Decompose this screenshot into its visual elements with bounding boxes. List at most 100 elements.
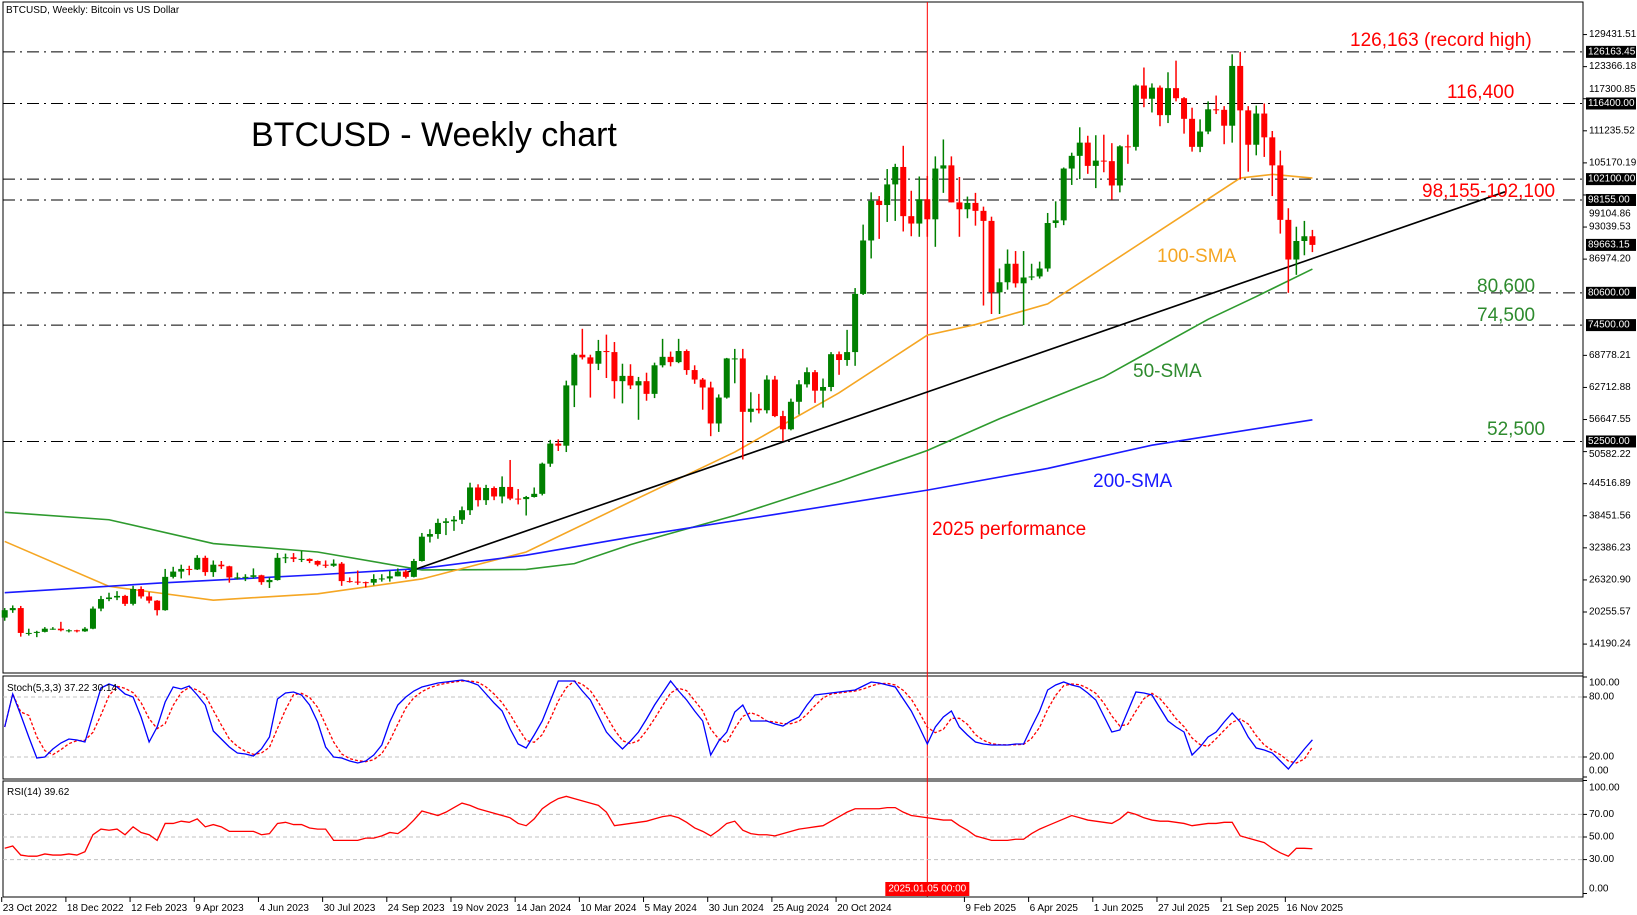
level-price-badge: 116400.00 (1588, 98, 1635, 109)
candle-body (715, 397, 722, 424)
date-tick-label: 9 Apr 2023 (195, 903, 244, 914)
candle-body (820, 386, 827, 391)
annotation-80600: 80,600 (1477, 276, 1535, 297)
date-tick-label: 6 Apr 2025 (1030, 903, 1079, 914)
candle (787, 398, 794, 431)
trendline (405, 191, 1506, 574)
candle (643, 372, 650, 401)
candle-body (25, 632, 32, 634)
candle (322, 560, 329, 568)
candle-body (274, 557, 281, 581)
level-price-badge: 98155.00 (1588, 194, 1630, 205)
price-tick-label: 38451.56 (1589, 510, 1631, 521)
candle (1189, 107, 1196, 152)
stoch-tick-label: 20.00 (1589, 752, 1614, 763)
candle-body (531, 493, 538, 497)
candle (1020, 251, 1027, 326)
stoch-tick-label: 0.00 (1589, 766, 1609, 777)
candle-body (707, 387, 714, 424)
price-tick-label: 117300.85 (1589, 84, 1636, 95)
candle (81, 627, 88, 632)
candle (691, 365, 698, 384)
candle-body (723, 358, 730, 398)
candle (1012, 251, 1019, 288)
sma-line-100-sma (4, 173, 1313, 601)
candle (836, 351, 843, 375)
candle (378, 574, 385, 582)
chart-header-title: BTCUSD, Weekly: Bitcoin vs US Dollar (6, 5, 180, 16)
candle (146, 592, 153, 604)
candle (1132, 84, 1139, 151)
candle-body (394, 571, 401, 577)
candle-body (130, 589, 137, 604)
candle (763, 375, 770, 414)
candle (170, 566, 177, 579)
candle (346, 577, 353, 583)
candle-body (803, 372, 810, 385)
candle-body (563, 385, 570, 446)
annotation-200-sma: 200-SMA (1093, 471, 1173, 492)
candle (394, 568, 401, 577)
rsi-tick-label: 50.00 (1589, 832, 1614, 843)
candle (651, 362, 658, 399)
price-tick-label: 129431.51 (1589, 29, 1637, 40)
candle-body (675, 351, 682, 363)
candle (507, 459, 514, 501)
candle-body (916, 199, 923, 224)
candle-body (1132, 85, 1139, 147)
candle-body (940, 165, 947, 169)
candle (1293, 226, 1300, 275)
candle-body (643, 381, 650, 394)
price-tick-label: 14190.24 (1589, 639, 1631, 650)
candle (41, 627, 48, 633)
date-tick-label: 30 Jun 2024 (709, 903, 764, 914)
candle-body (9, 608, 16, 611)
candle (298, 550, 305, 563)
candle-body (1028, 276, 1035, 278)
candle (73, 629, 80, 633)
candle (531, 487, 538, 498)
candle-body (635, 381, 642, 386)
candle (595, 339, 602, 371)
candle-body (418, 536, 425, 561)
candle (571, 353, 578, 408)
candle-body (1205, 109, 1212, 132)
annotation-52500: 52,500 (1487, 419, 1545, 440)
candle-body (306, 558, 313, 561)
candle-body (290, 557, 297, 559)
candle-body (314, 560, 321, 565)
candle-body (410, 560, 417, 577)
candle-body (1269, 137, 1276, 166)
price-tick-label: 32386.23 (1589, 542, 1631, 553)
candle-body (836, 354, 843, 361)
annotation-74500: 74,500 (1477, 305, 1535, 326)
candle (1197, 119, 1204, 153)
candle-body (603, 351, 610, 353)
candle-body (89, 608, 96, 629)
price-tick-label: 111235.52 (1589, 125, 1635, 136)
candle (555, 439, 562, 451)
candle (1140, 67, 1147, 108)
date-tick-label: 5 May 2024 (645, 903, 698, 914)
candle-body (282, 557, 289, 559)
price-tick-label: 99104.86 (1589, 208, 1631, 219)
candle-body (1012, 263, 1019, 284)
level-price-badge: 52500.00 (1588, 436, 1630, 447)
candle-body (1148, 87, 1155, 99)
candle-body (972, 202, 979, 211)
candle-body (1140, 85, 1147, 99)
candle (242, 574, 249, 582)
candle (579, 328, 586, 360)
candle-body (892, 166, 899, 185)
candle-body (354, 581, 361, 583)
candle-body (338, 563, 345, 582)
price-axis: 129431.51 123366.18 117300.85 111235.52 1051… (1582, 2, 1637, 897)
candle-body (1197, 131, 1204, 147)
candle-body (852, 293, 859, 353)
candle (258, 574, 265, 585)
candle (354, 570, 361, 585)
candle-body (659, 356, 666, 366)
level-price-badge-bg (1586, 286, 1636, 299)
candle-body (154, 600, 161, 611)
